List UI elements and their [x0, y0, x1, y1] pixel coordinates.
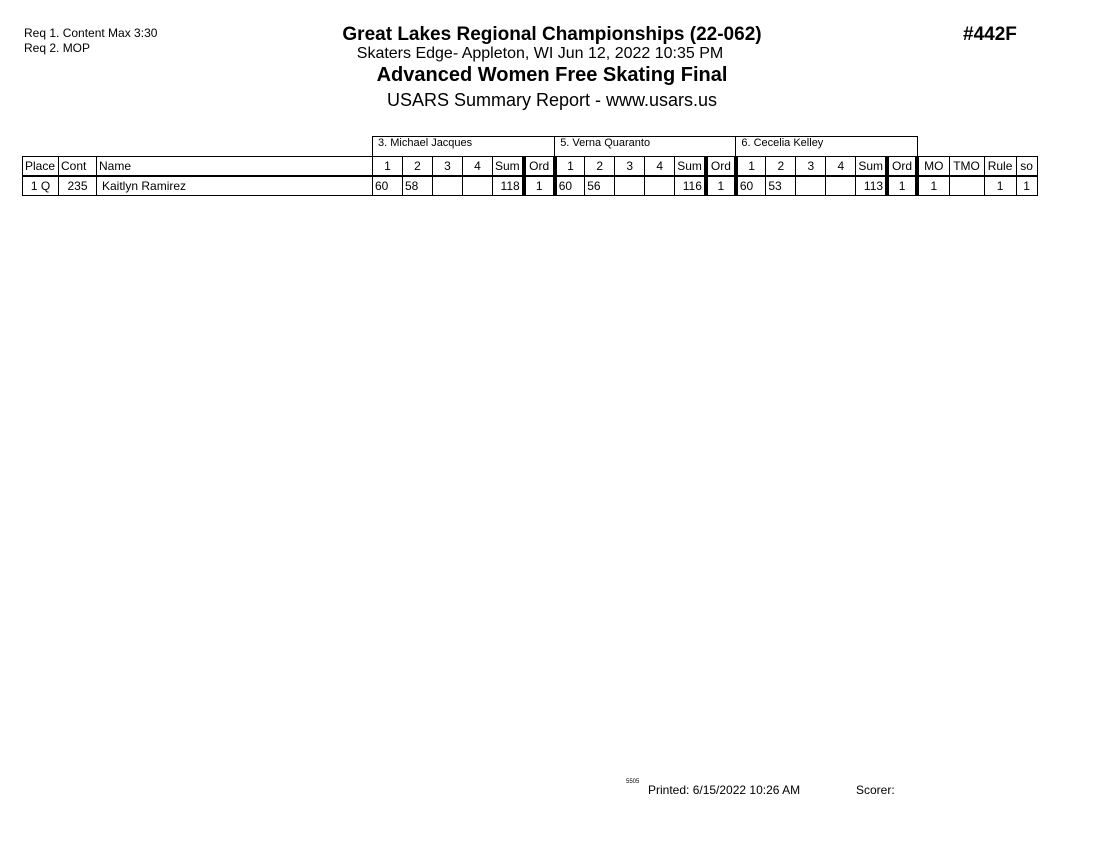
col-s3: 3: [432, 156, 463, 177]
judge-header: 6. Cecelia Kelley: [735, 136, 918, 157]
competition-title: Great Lakes Regional Championships (22-0…: [342, 24, 762, 45]
location-date: Skaters Edge- Appleton, WI Jun 12, 2022 …: [356, 45, 724, 62]
col-s4: 4: [825, 156, 857, 177]
col-s3: 3: [795, 156, 827, 177]
col-rule: Rule: [983, 156, 1017, 177]
col-ord: Ord: [885, 156, 918, 177]
scorer-label: Scorer:: [856, 783, 895, 797]
table-row: 1 Q 235 Kaitlyn Ramirez 60 58 118 1 60 56 116 1…: [22, 175, 1038, 196]
col-s4: 4: [462, 156, 493, 177]
judge-1-s2: 58: [402, 175, 433, 196]
col-mo: MO: [915, 156, 950, 177]
col-so: so: [1015, 156, 1038, 177]
requirement-1: Req 1. Content Max 3:30: [24, 26, 158, 40]
col-s2: 2: [584, 156, 616, 177]
col-sum: Sum: [491, 156, 525, 177]
judge-1-ord: 1: [521, 175, 556, 196]
rule: 1: [983, 175, 1017, 196]
judge-3-sum: 113: [855, 175, 888, 196]
col-s4: 4: [644, 156, 676, 177]
judge-1-s1: 60: [372, 175, 403, 196]
tmo: [948, 175, 985, 196]
mo: 1: [915, 175, 950, 196]
col-s2: 2: [765, 156, 797, 177]
report-title: USARS Summary Report - www.usars.us: [386, 90, 718, 110]
col-cont: Cont: [58, 156, 97, 177]
skater-name: Kaitlyn Ramirez: [96, 175, 373, 196]
judge-2-s4: [644, 175, 676, 196]
col-s1: 1: [733, 156, 767, 177]
summary-table: 3. Michael Jacques 5. Verna Quaranto 6. …: [22, 136, 1038, 196]
judge-2-s2: 56: [584, 175, 616, 196]
footer-code: 5505: [626, 779, 640, 785]
col-tmo: TMO: [948, 156, 985, 177]
col-s1: 1: [552, 156, 586, 177]
so: 1: [1015, 175, 1038, 196]
printed-date: Printed: 6/15/2022 10:26 AM: [648, 783, 801, 797]
judge-2-s3: [614, 175, 646, 196]
cont: 235: [58, 175, 97, 196]
col-name: Name: [96, 156, 373, 177]
judge-1-sum: 118: [491, 175, 525, 196]
col-s2: 2: [402, 156, 433, 177]
judge-2-s1: 60: [552, 175, 586, 196]
judge-3-ord: 1: [885, 175, 918, 196]
judge-1-s4: [462, 175, 493, 196]
place: 1 Q: [22, 175, 59, 196]
col-sum: Sum: [674, 156, 707, 177]
col-s3: 3: [614, 156, 646, 177]
judge-header: 3. Michael Jacques: [371, 136, 556, 157]
event-title: Advanced Women Free Skating Final: [376, 64, 728, 86]
judge-3-s3: [795, 175, 827, 196]
judge-3-s4: [825, 175, 857, 196]
col-ord: Ord: [521, 156, 556, 177]
event-code: #442F: [963, 24, 1017, 45]
judge-2-sum: 116: [674, 175, 707, 196]
col-sum: Sum: [855, 156, 888, 177]
judge-1-s3: [432, 175, 463, 196]
judge-header: 5. Verna Quaranto: [554, 136, 737, 157]
col-place: Place: [22, 156, 59, 177]
judge-3-s1: 60: [733, 175, 767, 196]
col-ord: Ord: [703, 156, 737, 177]
requirement-2: Req 2. MOP: [24, 41, 91, 55]
col-s1: 1: [372, 156, 403, 177]
judge-2-ord: 1: [703, 175, 737, 196]
judge-3-s2: 53: [765, 175, 797, 196]
